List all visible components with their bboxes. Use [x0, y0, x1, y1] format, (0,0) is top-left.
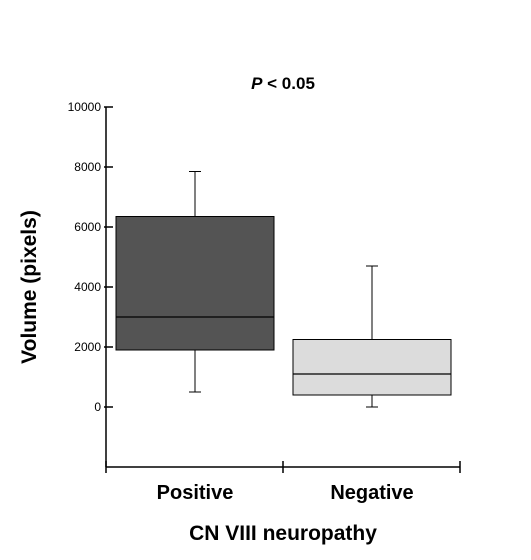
y-tick-label-10000: 10000 [68, 100, 102, 114]
significance-text: < 0.05 [262, 74, 314, 93]
box-negative [292, 339, 452, 396]
y-tick-label-0: 0 [94, 400, 101, 414]
y-axis-ticks: 0 2000 4000 6000 8000 10000 [68, 100, 113, 414]
y-axis-title: Volume (pixels) [18, 210, 41, 364]
box-positive [115, 216, 275, 351]
y-tick-label-6000: 6000 [74, 220, 101, 234]
significance-annotation: P < 0.05 [251, 74, 315, 93]
x-axis-title: CN VIII neuropathy [189, 522, 377, 545]
significance-p: P [251, 74, 263, 93]
category-label-negative: Negative [330, 482, 413, 504]
y-tick-label-4000: 4000 [74, 280, 101, 294]
box-plots [115, 171, 452, 408]
category-label-positive: Positive [157, 482, 234, 504]
y-tick-label-8000: 8000 [74, 160, 101, 174]
y-tick-label-2000: 2000 [74, 340, 101, 354]
